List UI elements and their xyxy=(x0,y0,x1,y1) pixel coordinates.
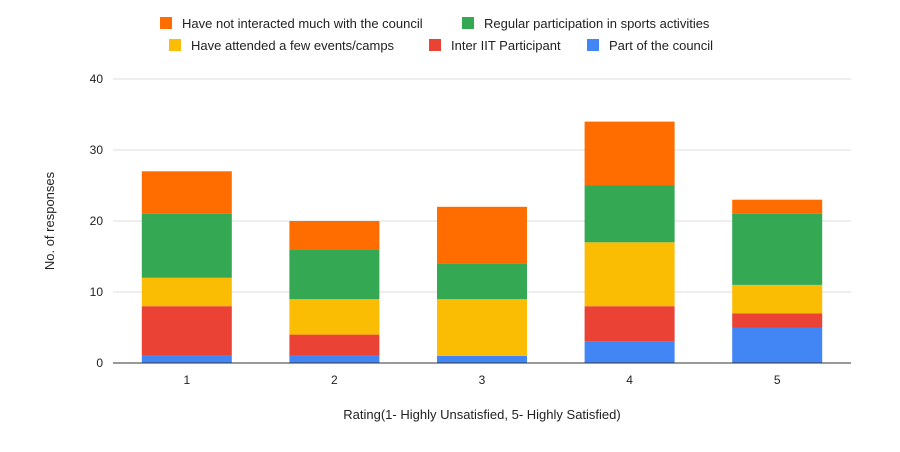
bar-segment xyxy=(289,334,380,356)
x-tick-label: 5 xyxy=(774,373,781,387)
legend-swatch xyxy=(462,17,474,29)
bar-segment xyxy=(437,355,527,363)
x-tick-label: 3 xyxy=(479,373,486,387)
y-tick-label: 40 xyxy=(90,72,104,86)
bar-segment xyxy=(732,284,823,314)
y-tick-label: 0 xyxy=(96,356,103,370)
bar-segment xyxy=(584,185,675,243)
bar-segment xyxy=(141,277,232,307)
y-axis-ticks: 0 10 20 30 40 xyxy=(90,72,104,370)
bar-segment xyxy=(732,199,823,214)
x-axis-ticks: 1 2 3 4 5 xyxy=(183,373,780,387)
bar-segment xyxy=(141,213,232,278)
legend-swatch xyxy=(587,39,599,51)
legend-label: Have not interacted much with the counci… xyxy=(182,16,423,31)
bar-segment xyxy=(584,341,675,363)
bar-segment xyxy=(437,206,527,264)
x-tick-label: 2 xyxy=(331,373,338,387)
bar-segment xyxy=(289,355,380,363)
bar-segment xyxy=(141,171,232,214)
x-axis-label: Rating(1- Highly Unsatisfied, 5- Highly … xyxy=(343,407,620,422)
bar-segment xyxy=(437,263,527,300)
bar-segment xyxy=(732,327,823,363)
legend-label: Part of the council xyxy=(609,38,713,53)
bar-segment xyxy=(141,355,232,363)
bar-segment xyxy=(289,221,380,250)
bars xyxy=(141,121,823,363)
bar-segment xyxy=(732,213,823,285)
bar-segment xyxy=(437,299,527,356)
legend-label: Inter IIT Participant xyxy=(451,38,561,53)
y-tick-label: 30 xyxy=(90,143,104,157)
y-axis-label: No. of responses xyxy=(42,171,57,270)
bar-segment xyxy=(584,242,675,307)
legend-swatch xyxy=(169,39,181,51)
legend-swatch xyxy=(429,39,441,51)
bar-segment xyxy=(289,249,380,300)
bar-segment xyxy=(584,306,675,342)
legend-label: Have attended a few events/camps xyxy=(191,38,395,53)
bar-segment xyxy=(732,313,823,328)
y-tick-label: 20 xyxy=(90,214,104,228)
bar-segment xyxy=(141,306,232,356)
bar-segment xyxy=(584,121,675,186)
y-tick-label: 10 xyxy=(90,285,104,299)
x-tick-label: 1 xyxy=(183,373,190,387)
legend-label: Regular participation in sports activiti… xyxy=(484,16,710,31)
legend-swatch xyxy=(160,17,172,29)
x-tick-label: 4 xyxy=(626,373,633,387)
bar-segment xyxy=(289,299,380,335)
legend: Have not interacted much with the counci… xyxy=(160,16,713,53)
